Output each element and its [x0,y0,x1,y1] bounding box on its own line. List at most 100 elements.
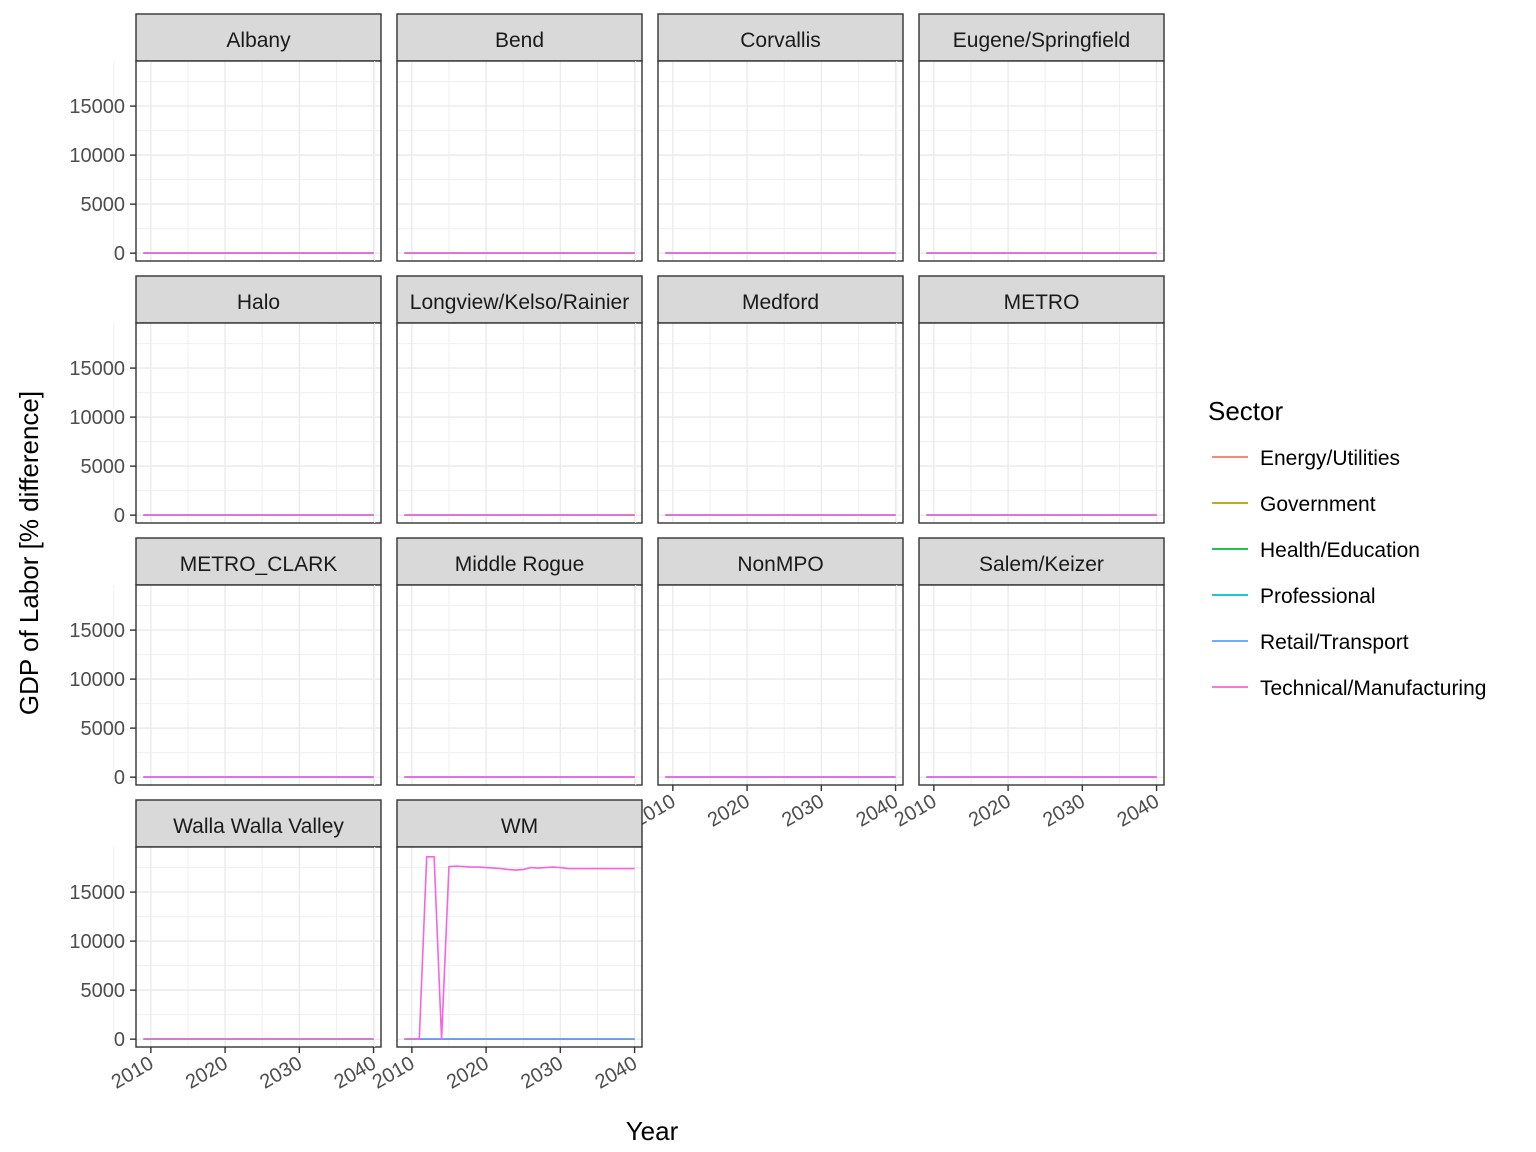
facet-strip [135,13,382,62]
panel-background [136,847,381,1047]
y-tick-label: 0 [114,243,125,265]
legend-label: Energy/Utilities [1260,447,1400,470]
x-tick-label: 2020 [182,1052,232,1093]
y-tick-label: 0 [114,1029,125,1051]
x-tick-label: 2010 [891,790,941,831]
facet-strip [918,13,1165,62]
x-tick-label: 2020 [443,1052,493,1093]
facet-strip [657,275,904,324]
panel-border [396,584,643,786]
facet-strip-label: Medford [742,291,819,314]
facet-strip-label: Salem/Keizer [979,553,1104,576]
facet-strip-label: Corvallis [740,29,821,52]
facet-strip [396,537,643,586]
panel-background [919,323,1164,523]
facet-panel: Albany 0 5000 10000 15000 [69,13,382,265]
panel-background [658,61,903,261]
legend-item: Retail/Transport [1212,631,1409,654]
panel-border [396,846,643,1048]
facet-panel: Medford [635,275,904,524]
series-line [404,856,635,1040]
legend-item: Energy/Utilities [1212,447,1400,470]
x-tick-label: 2010 [108,1052,158,1093]
facet-strip-label: METRO [1004,291,1080,314]
y-axis-title: GDP of Labor [% difference] [14,391,44,715]
legend-label: Health/Education [1260,539,1420,562]
facet-strip [396,275,643,324]
x-tick-label: 2040 [1114,790,1164,831]
y-tick-label: 10000 [69,145,125,167]
y-tick-label: 15000 [69,620,125,642]
panel-background [136,323,381,523]
facet-strip [657,13,904,62]
y-tick-label: 10000 [69,931,125,953]
x-tick-label: 2010 [369,1052,419,1093]
legend-title: Sector [1208,396,1283,426]
x-tick-label: 2030 [256,1052,306,1093]
y-tick-label: 15000 [69,96,125,118]
legend-item: Government [1212,493,1376,516]
facet-strip-label: WM [501,815,538,838]
legend-label: Technical/Manufacturing [1260,677,1486,700]
panel-background [919,585,1164,785]
facet-strip-label: Longview/Kelso/Rainier [410,291,629,314]
panel-border [657,584,904,786]
y-tick-label: 5000 [81,456,126,478]
panel-border [135,60,382,262]
y-tick-label: 5000 [81,718,126,740]
y-tick-label: 5000 [81,980,126,1002]
panel-border [396,322,643,524]
panel-background [136,585,381,785]
facet-panel: Corvallis [635,13,904,262]
panel-border [135,846,382,1048]
facet-strip-label: Halo [237,291,280,314]
panel-border [918,322,1165,524]
facet-strip [135,275,382,324]
legend: Sector Energy/Utilities Government Health/E… [1208,396,1486,700]
panel-background [397,323,642,523]
y-tick-label: 15000 [69,882,125,904]
panel-background [919,61,1164,261]
panel-background [397,61,642,261]
y-tick-label: 10000 [69,669,125,691]
facet-strip-label: Middle Rogue [455,553,585,576]
facet-panel: WM 2010 2020 2030 2040 [369,799,643,1094]
panel-background [658,585,903,785]
x-tick-label: 2030 [517,1052,567,1093]
panel-border [657,322,904,524]
legend-item: Technical/Manufacturing [1212,677,1486,700]
facet-panels: Albany 0 5000 10000 15000 Bend Corvallis Eugene… [69,13,1165,1094]
panel-border [918,584,1165,786]
facet-strip-label: Albany [226,29,291,52]
x-tick-label: 2020 [704,790,754,831]
facet-panel: METRO_CLARK 0 5000 10000 15000 [69,537,382,789]
facet-strip-label: Eugene/Springfield [953,29,1130,52]
facet-panel: Walla Walla Valley 0 5000 10000 15000 2010 202… [69,799,382,1094]
facet-strip-label: Walla Walla Valley [173,815,344,838]
panel-background [397,585,642,785]
facet-strip [396,13,643,62]
x-axis-title: Year [626,1116,679,1146]
panel-background [658,323,903,523]
facet-panel: Salem/Keizer 2010 2020 2030 2040 [891,537,1165,832]
facet-panel: Eugene/Springfield [896,13,1165,262]
facet-panel: Bend [374,13,643,262]
x-tick-label: 2030 [778,790,828,831]
legend-label: Retail/Transport [1260,631,1409,654]
facet-strip [135,537,382,586]
panel-border [396,60,643,262]
facet-panel: Middle Rogue [374,537,643,786]
y-tick-label: 0 [114,505,125,527]
y-tick-label: 10000 [69,407,125,429]
x-tick-label: 2030 [1039,790,1089,831]
x-tick-label: 2020 [965,790,1015,831]
legend-item: Health/Education [1212,539,1420,562]
facet-strip [918,275,1165,324]
facet-strip-label: NonMPO [737,553,823,576]
legend-item: Professional [1212,585,1376,608]
panel-background [136,61,381,261]
facet-panel: Longview/Kelso/Rainier [374,275,643,524]
facet-strip [657,537,904,586]
